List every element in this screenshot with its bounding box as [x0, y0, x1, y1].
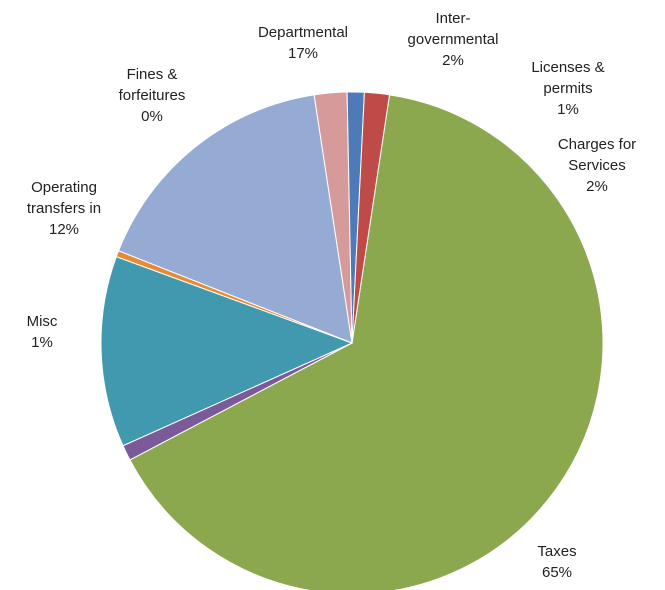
slice-percent: 65%: [542, 564, 572, 581]
slice-label-line: Fines &: [127, 66, 178, 83]
slice-percent: 0%: [141, 108, 163, 125]
slice-label-line: Services: [568, 157, 626, 174]
slice-percent: 17%: [288, 45, 318, 62]
slice-label-line: governmental: [408, 31, 499, 48]
slice-label-line: Misc: [27, 313, 58, 330]
slice-label-inter-governmental: Inter-governmental 2%: [408, 10, 499, 69]
slice-label-line: forfeitures: [119, 87, 186, 104]
slice-label-departmental: Departmental 17%: [258, 24, 348, 62]
slice-label-licenses-permits: Licenses & permits 1%: [531, 59, 604, 118]
slice-label-line: Charges for: [558, 136, 636, 153]
slice-percent: 12%: [49, 221, 79, 238]
slice-label-line: Taxes: [537, 543, 576, 560]
slice-label-line: permits: [543, 80, 592, 97]
slice-label-line: Inter-: [435, 10, 470, 27]
pie-slice-charges-for-services: [351, 91, 391, 344]
pie-slice-operating-transfers-in: [100, 256, 354, 447]
slice-label-line: Licenses &: [531, 59, 604, 76]
pie-labels: Taxes 65% Misc 1% Operating transfers in 12% Fi…: [27, 10, 637, 581]
slice-percent: 2%: [586, 178, 608, 195]
slice-percent: 2%: [442, 52, 464, 69]
slice-label-line: Operating: [31, 179, 97, 196]
pie-slice-departmental: [117, 94, 353, 344]
slice-percent: 1%: [31, 334, 53, 351]
slice-label-taxes: Taxes 65%: [537, 543, 576, 581]
slice-label-misc: Misc 1%: [27, 313, 58, 351]
slice-label-line: transfers in: [27, 200, 101, 217]
slice-label-charges-for-services: Charges for Services 2%: [558, 136, 636, 195]
slice-label-fines-forfeitures: Fines & forfeitures 0%: [119, 66, 186, 125]
pie-slice-taxes: [129, 94, 604, 590]
slice-label-operating-transfers-in: Operating transfers in 12%: [27, 179, 101, 238]
slice-percent: 1%: [557, 101, 579, 118]
pie-slices: [100, 91, 604, 590]
slice-label-line: Departmental: [258, 24, 348, 41]
